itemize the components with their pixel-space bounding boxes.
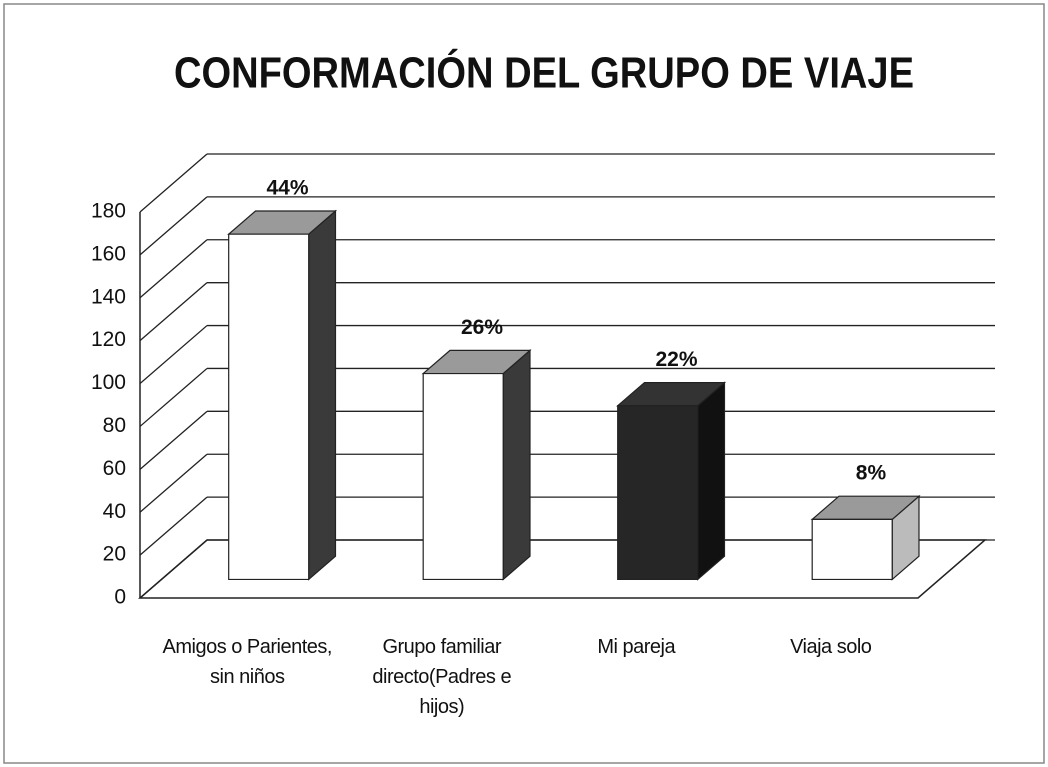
grid-line <box>139 239 208 299</box>
bar <box>810 494 921 581</box>
value-label: 26% <box>461 316 503 339</box>
y-tick-label: 160 <box>91 242 126 265</box>
grid-line <box>139 453 208 513</box>
value-label: 22% <box>655 348 697 371</box>
grid-line <box>139 325 208 385</box>
x-tick-label: Grupo familiar directo(Padres e hijos) <box>372 636 512 718</box>
bar-front <box>811 518 893 581</box>
bar <box>421 349 532 581</box>
y-tick-label: 0 <box>114 586 126 609</box>
x-tick-label: Mi pareja <box>597 636 676 658</box>
x-tick-label: Viaja solo <box>790 636 872 658</box>
bar-side <box>502 349 531 581</box>
y-tick-label: 140 <box>91 285 126 308</box>
grid-line <box>139 410 208 470</box>
y-tick-label: 20 <box>103 543 126 566</box>
x-tick-label: Amigos o Parientes, sin niños <box>162 636 333 688</box>
y-tick-label: 100 <box>91 371 126 394</box>
grid-line <box>139 282 208 342</box>
grid-line <box>139 196 208 256</box>
grid-line <box>139 367 208 427</box>
y-tick-label: 80 <box>103 414 126 437</box>
bar <box>616 381 727 581</box>
bar-front <box>228 233 310 581</box>
y-tick-label: 120 <box>91 328 126 351</box>
chart-title: CONFORMACIÓN DEL GRUPO DE VIAJE <box>174 48 914 98</box>
y-tick-label: 40 <box>103 500 126 523</box>
grid-line <box>139 153 208 213</box>
y-tick-label: 180 <box>91 200 126 223</box>
bar-side <box>697 381 726 581</box>
grid-line <box>139 539 208 599</box>
bar-side <box>308 209 337 581</box>
bar <box>227 209 338 581</box>
value-label: 8% <box>856 462 887 485</box>
y-tick-label: 60 <box>103 457 126 480</box>
bar-front <box>422 372 504 581</box>
grid-line <box>139 496 208 556</box>
value-label: 44% <box>266 177 308 200</box>
bar-front <box>617 405 699 581</box>
